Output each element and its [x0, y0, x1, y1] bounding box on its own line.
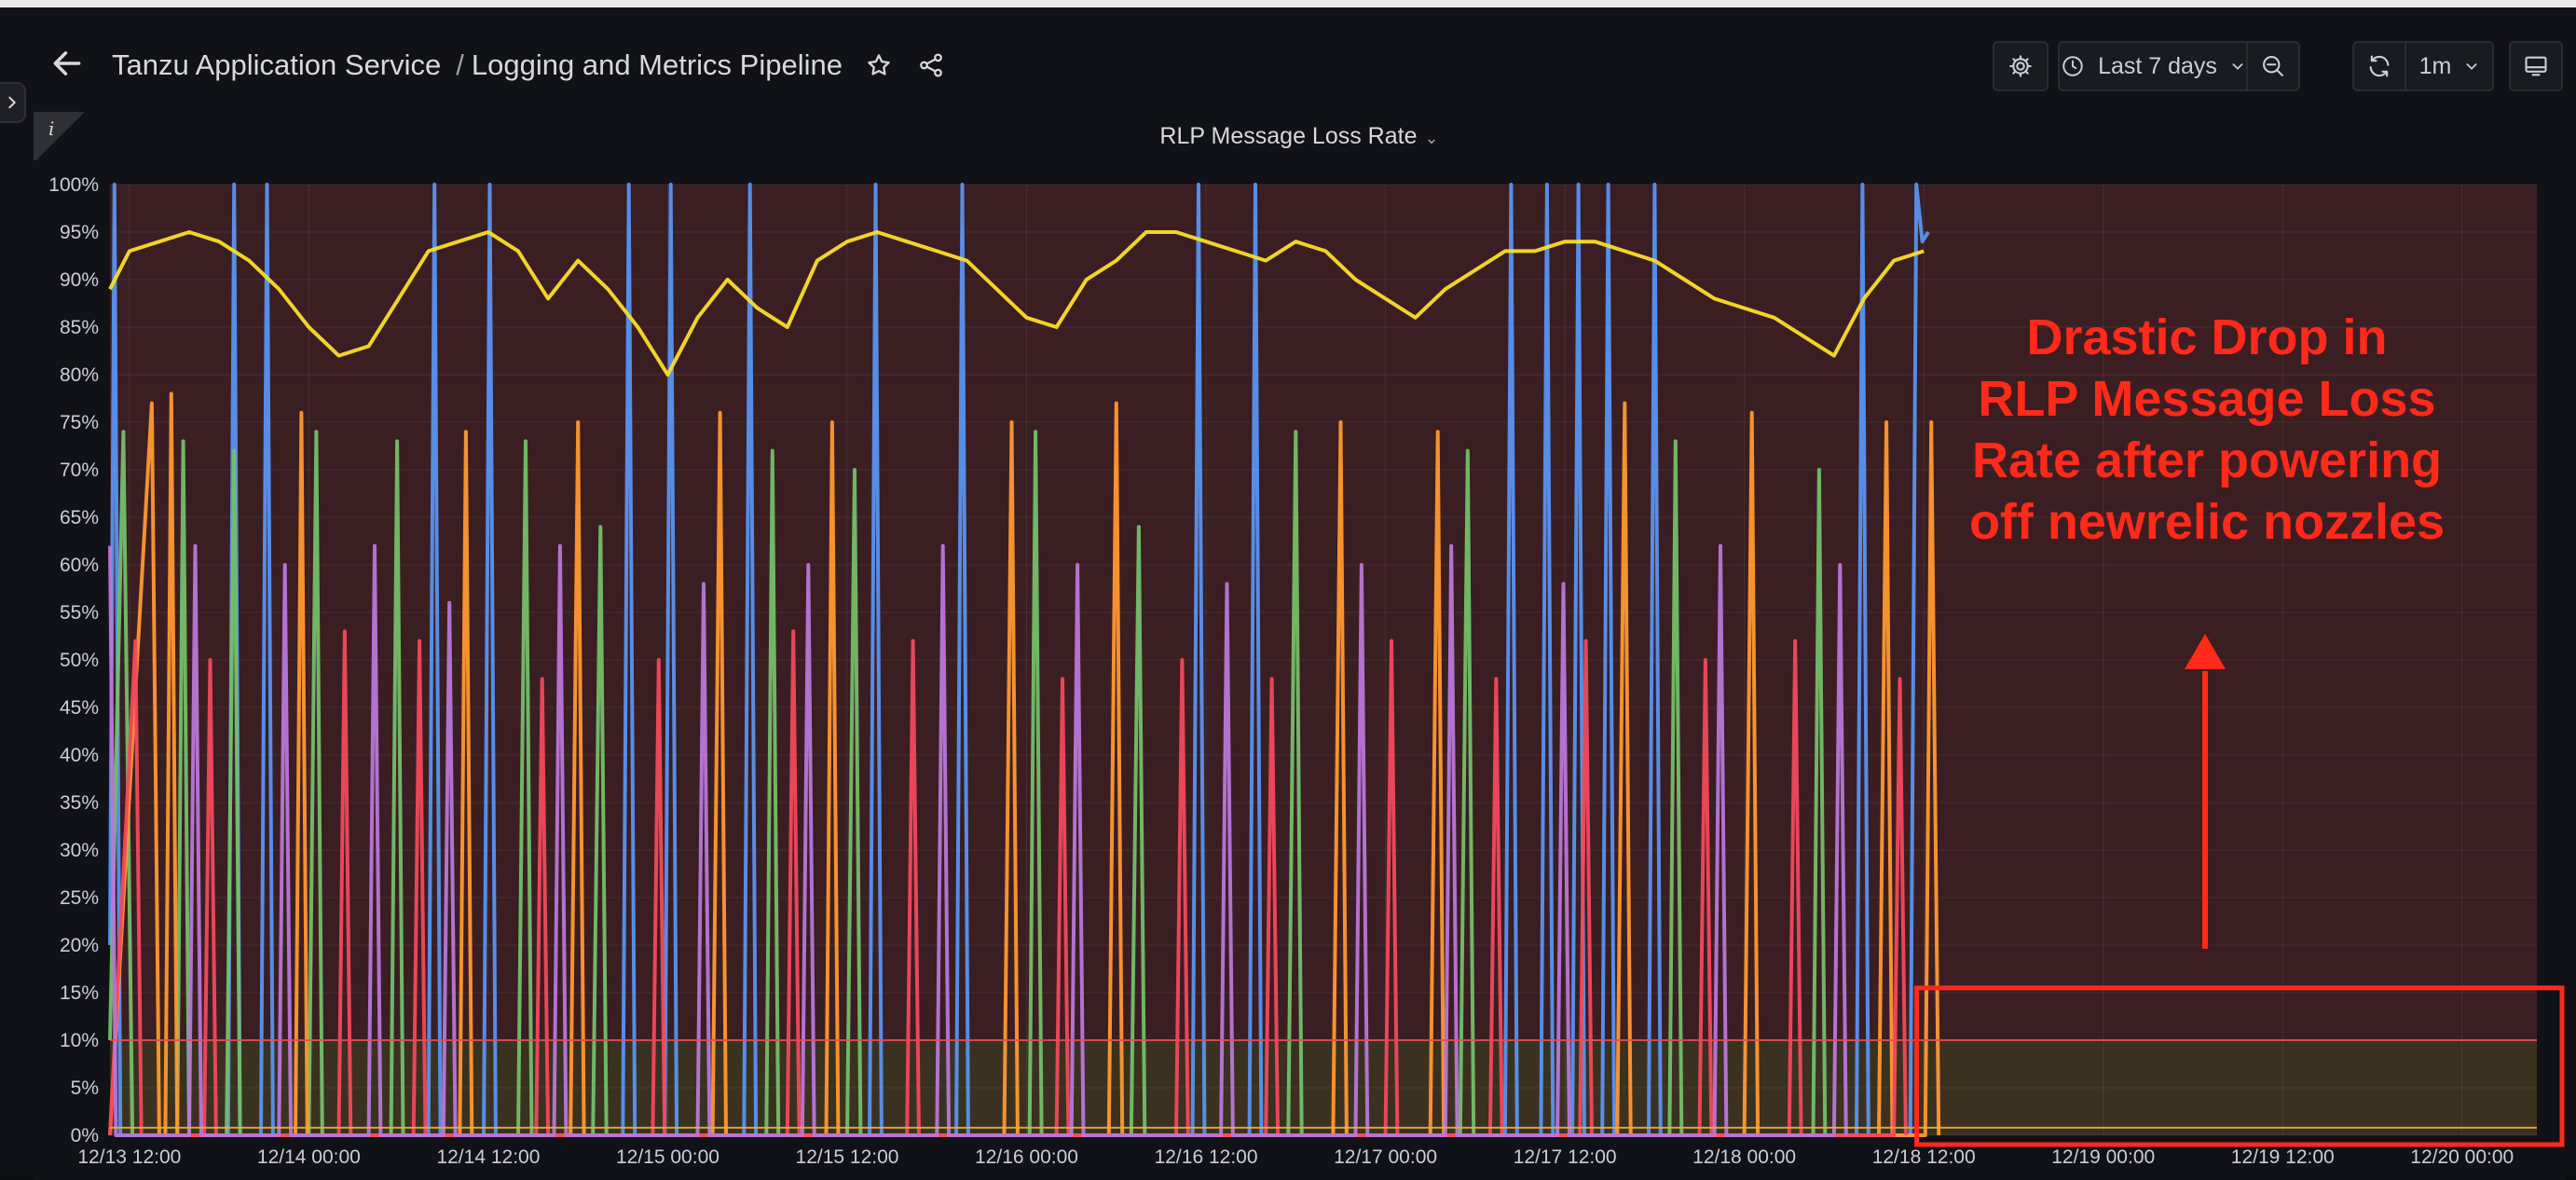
sidebar-toggle-button[interactable] — [0, 82, 26, 123]
gear-icon — [2009, 55, 2032, 77]
annotation-arrow-head — [2185, 634, 2226, 669]
share-icon — [920, 53, 942, 77]
threshold-region-low — [110, 1040, 2537, 1135]
x-tick-label: 12/14 12:00 — [436, 1146, 540, 1168]
y-tick-label: 100% — [48, 174, 99, 196]
refresh-interval-picker[interactable]: 1m — [2405, 43, 2492, 89]
y-tick-label: 15% — [60, 982, 99, 1004]
x-tick-label: 12/18 12:00 — [1872, 1146, 1976, 1168]
y-tick-label: 50% — [60, 650, 99, 671]
x-tick-label: 12/20 00:00 — [2410, 1146, 2514, 1168]
series-line-4 — [108, 543, 1848, 1137]
annotation-text-line: Drastic Drop in — [2026, 309, 2387, 365]
x-tick-label: 12/13 12:00 — [77, 1146, 181, 1168]
x-tick-label: 12/17 00:00 — [1334, 1146, 1437, 1168]
y-tick-label: 60% — [60, 555, 99, 576]
zoom-out-icon — [2263, 56, 2283, 76]
chevron-down-icon — [2466, 63, 2477, 70]
zoom-out-button[interactable] — [2246, 43, 2298, 89]
x-tick-label: 12/19 12:00 — [2231, 1146, 2335, 1168]
breadcrumb-folder[interactable]: Tanzu Application Service — [112, 48, 442, 81]
y-tick-label: 55% — [60, 602, 99, 624]
time-picker-group: Last 7 days — [2058, 41, 2300, 91]
x-tick-label: 12/16 12:00 — [1155, 1146, 1258, 1168]
dashboard-title[interactable]: Logging and Metrics Pipeline — [471, 48, 843, 81]
y-tick-label: 45% — [60, 697, 99, 719]
refresh-interval-label: 1m — [2418, 52, 2452, 79]
view-mode-button[interactable] — [2509, 41, 2563, 91]
y-tick-label: 85% — [60, 317, 99, 338]
chevron-right-icon — [8, 96, 17, 109]
y-tick-label: 10% — [60, 1030, 99, 1051]
annotation-box — [1914, 985, 2565, 1147]
time-range-picker[interactable]: Last 7 days — [2060, 43, 2246, 89]
x-tick-label: 12/15 12:00 — [796, 1146, 899, 1168]
star-icon — [868, 54, 890, 75]
annotation-text-line: off newrelic nozzles — [1969, 494, 2445, 550]
y-tick-label: 65% — [60, 507, 99, 528]
refresh-group: 1m — [2352, 41, 2494, 91]
y-tick-label: 75% — [60, 412, 99, 433]
y-tick-label: 30% — [60, 840, 99, 861]
y-tick-label: 90% — [60, 269, 99, 291]
monitor-icon — [2525, 56, 2547, 76]
timeseries-chart: 0% 5% 10% 15% 20% 25% 30% 35% 40% 45% 50% 55% 60% 65%… — [48, 174, 2565, 1168]
breadcrumb: Tanzu Application Service / Logging and … — [112, 47, 945, 84]
refresh-icon — [2369, 55, 2390, 77]
x-tick-label: 12/19 00:00 — [2051, 1146, 2155, 1168]
y-tick-label: 0% — [71, 1125, 99, 1146]
refresh-button[interactable] — [2354, 43, 2405, 89]
view-mode-seg — [2511, 43, 2561, 89]
series-line-2 — [108, 391, 1941, 1137]
back-button[interactable] — [45, 41, 89, 86]
settings-seg — [1994, 43, 2047, 89]
clock-icon — [2062, 56, 2083, 76]
x-tick-label: 12/14 00:00 — [257, 1146, 361, 1168]
threshold-region-high — [110, 185, 2537, 1040]
chevron-down-icon — [2232, 63, 2243, 70]
x-tick-label: 12/16 00:00 — [975, 1146, 1078, 1168]
panel-title[interactable]: RLP Message Loss Rate ⌄ — [34, 123, 2565, 150]
y-tick-label: 80% — [60, 364, 99, 386]
panel-title-text: RLP Message Loss Rate — [1159, 123, 1418, 149]
x-tick-label: 12/15 00:00 — [616, 1146, 719, 1168]
star-button[interactable] — [865, 51, 893, 79]
panel-info-corner[interactable]: i — [34, 112, 88, 160]
info-icon: i — [48, 117, 55, 140]
annotation-text-line: RLP Message Loss — [1978, 371, 2435, 427]
x-tick-label: 12/17 12:00 — [1514, 1146, 1617, 1168]
x-tick-label: 12/18 00:00 — [1692, 1146, 1796, 1168]
settings-button[interactable] — [1993, 41, 2048, 91]
annotation-text-line: Rate after powering — [1972, 432, 2442, 488]
chevron-down-icon: ⌄ — [1424, 129, 1439, 147]
top-navbar: Tanzu Application Service / Logging and … — [0, 15, 2576, 112]
series-line-5 — [108, 230, 1925, 377]
y-tick-label: 35% — [60, 792, 99, 814]
share-button[interactable] — [917, 51, 945, 79]
breadcrumb-separator: / — [456, 48, 464, 81]
y-tick-label: 70% — [60, 460, 99, 481]
y-tick-label: 95% — [60, 222, 99, 243]
arrow-left-icon — [53, 51, 81, 75]
y-tick-label: 40% — [60, 745, 99, 766]
y-tick-label: 25% — [60, 887, 99, 909]
panel-rlp-message-loss-rate: 0% 5% 10% 15% 20% 25% 30% 35% 40% 45% 50% 55% 60% 65%… — [34, 112, 2565, 1180]
y-tick-label: 20% — [60, 935, 99, 956]
series-line-1 — [108, 430, 1828, 1137]
y-tick-label: 5% — [71, 1077, 99, 1099]
time-range-label: Last 7 days — [2098, 52, 2217, 79]
